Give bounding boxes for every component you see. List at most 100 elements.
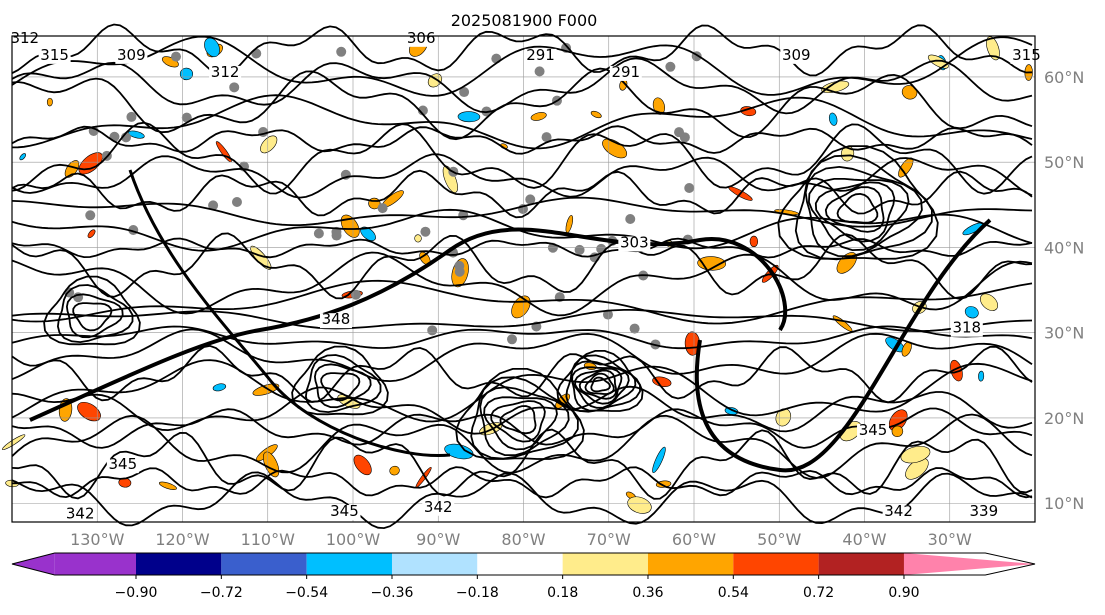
contour-line xyxy=(11,196,1033,228)
station-dot xyxy=(454,266,465,277)
colorbar-tick-label: −0.36 xyxy=(371,585,414,601)
shading-patch xyxy=(978,370,985,382)
colorbar-tick-label: −0.54 xyxy=(285,585,328,601)
latitude-tick-label: 10°N xyxy=(1044,494,1084,513)
shading-patch xyxy=(158,481,177,490)
station-dot xyxy=(420,226,431,237)
longitude-tick-label: 100°W xyxy=(326,530,381,549)
chart-title: 2025081900 F000 xyxy=(451,11,598,30)
contour-label-bg xyxy=(618,236,651,252)
contour-line xyxy=(11,279,1033,325)
longitude-tick-label: 80°W xyxy=(501,530,545,549)
contour-line xyxy=(11,94,1033,150)
contour-label: 291 xyxy=(526,46,555,64)
station-dot xyxy=(208,200,219,211)
station-dot xyxy=(684,182,695,193)
station-dot xyxy=(181,112,192,123)
shading-patch xyxy=(986,36,1000,61)
contour-loop xyxy=(490,400,546,443)
station-dot xyxy=(629,323,640,334)
shading-patch xyxy=(457,111,481,123)
latitude-tick-label: 40°N xyxy=(1044,238,1084,257)
contour-label: 312 xyxy=(10,29,39,47)
contour-band xyxy=(694,218,992,473)
longitude-tick-label: 130°W xyxy=(70,530,125,549)
colorbar-bin xyxy=(221,553,307,575)
colorbar-tick-label: 0.90 xyxy=(888,585,919,601)
shading-patch xyxy=(590,110,602,119)
colorbar-tick-label: 0.36 xyxy=(632,585,663,601)
contour-line xyxy=(11,325,1033,350)
contour-loop xyxy=(836,192,879,224)
latitude-tick-label: 20°N xyxy=(1044,409,1084,428)
contour-loop xyxy=(313,363,372,409)
contour-loop xyxy=(804,165,923,258)
station-dot xyxy=(602,309,613,320)
contour-line xyxy=(11,57,1033,115)
contour-line xyxy=(11,169,1033,219)
latitude-tick-label: 50°N xyxy=(1044,153,1084,172)
shading-patch xyxy=(900,445,931,464)
station-dot xyxy=(109,131,120,142)
contour-loop xyxy=(556,350,644,412)
contour-label-bg xyxy=(882,505,915,521)
colorbar-tick-label: −0.72 xyxy=(200,585,243,601)
shading-patch xyxy=(340,214,360,238)
colorbar-bin xyxy=(818,553,904,575)
contour-label: 342 xyxy=(884,502,913,520)
contour-loop xyxy=(824,186,885,233)
colorbar-bin xyxy=(733,553,819,575)
station-dot xyxy=(170,51,181,62)
station-dot xyxy=(574,244,585,255)
contour-loop xyxy=(291,345,389,416)
shading-patch xyxy=(740,106,757,117)
contour-loop xyxy=(499,405,537,435)
contour-line xyxy=(11,359,1033,423)
contour-loop xyxy=(814,181,896,243)
contour-label: 303 xyxy=(620,233,649,251)
shading-patch xyxy=(828,112,838,126)
contour-label: 342 xyxy=(66,505,95,523)
contour-loop xyxy=(807,178,910,252)
shading-patch xyxy=(353,454,372,476)
shading-patch xyxy=(46,97,53,107)
contour-lines xyxy=(11,23,1033,530)
contour-line xyxy=(11,344,1033,404)
contour-line xyxy=(11,413,1033,479)
shading-patch xyxy=(252,383,280,396)
contour-label: 348 xyxy=(322,310,351,328)
contour-loop xyxy=(56,284,134,344)
station-dot xyxy=(427,325,438,336)
station-dot xyxy=(126,111,137,122)
contour-label-bg xyxy=(422,500,455,516)
contour-label: 342 xyxy=(424,498,453,516)
shading-patch xyxy=(87,229,96,239)
contour-loop xyxy=(584,372,615,395)
contour-loop xyxy=(574,367,623,405)
contour-loop xyxy=(65,293,124,339)
station-dot xyxy=(229,82,240,93)
shading-patch xyxy=(212,383,227,392)
station-dot xyxy=(350,289,361,300)
station-dot xyxy=(313,228,324,239)
shading-patch xyxy=(891,425,904,438)
contour-label-bg xyxy=(950,321,983,337)
longitude-tick-label: 70°W xyxy=(587,530,631,549)
contour-line xyxy=(11,121,1033,195)
contour-loop xyxy=(777,145,939,260)
contour-label-bg xyxy=(857,424,890,440)
contour-label: 309 xyxy=(117,46,146,64)
shading-patch xyxy=(414,234,422,243)
contour-label-bg xyxy=(115,48,148,64)
shading-patch xyxy=(19,153,27,161)
longitude-tick-label: 110°W xyxy=(241,530,296,549)
longitude-tick-label: 120°W xyxy=(155,530,210,549)
station-dot xyxy=(534,66,545,77)
station-dot xyxy=(251,48,262,59)
contour-label-bg xyxy=(38,48,71,64)
shading-patch xyxy=(652,446,666,474)
contour-label-bg xyxy=(209,65,242,81)
colorbar-outline xyxy=(11,552,1036,576)
